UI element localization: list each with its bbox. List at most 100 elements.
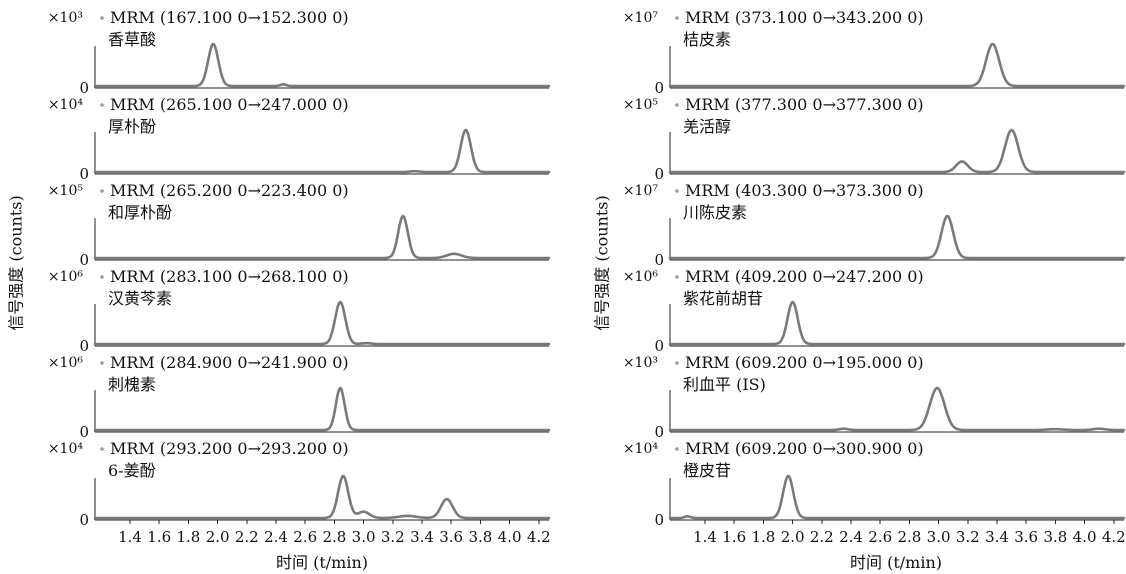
- mrm-marker-icon: [100, 447, 104, 451]
- x-tick-label: 2.6: [293, 528, 317, 546]
- mrm-marker-icon: [100, 361, 104, 365]
- mrm-marker-icon: [675, 189, 679, 193]
- y-zero-label: 0: [79, 423, 89, 441]
- y-zero-label: 0: [654, 165, 664, 183]
- x-tick-label: 2.0: [781, 528, 805, 546]
- chromatogram-trace: [668, 300, 1126, 346]
- y-multiplier-label: ×10⁵: [623, 97, 659, 113]
- y-zero-label: 0: [654, 423, 664, 441]
- x-tick-label: 2.2: [810, 528, 834, 546]
- x-tick-label: 3.4: [410, 528, 434, 546]
- y-zero-label: 0: [79, 79, 89, 97]
- compound-label: 橙皮苷: [683, 461, 731, 480]
- x-tick-label: 3.2: [956, 528, 980, 546]
- x-tick-label: 3.8: [1043, 528, 1067, 546]
- chromatogram-trace: [668, 128, 1126, 174]
- x-tick-label: 1.6: [147, 528, 171, 546]
- mrm-transition-label: MRM (403.300 0→373.300 0): [685, 181, 924, 200]
- chromatogram-trace: [93, 214, 551, 260]
- mrm-marker-icon: [675, 103, 679, 107]
- mrm-marker-icon: [675, 16, 679, 20]
- mrm-transition-label: MRM (373.100 0→343.200 0): [685, 8, 924, 27]
- y-multiplier-label: ×10⁴: [48, 97, 84, 113]
- mrm-transition-label: MRM (293.200 0→293.200 0): [110, 439, 349, 458]
- mrm-transition-label: MRM (167.100 0→152.300 0): [110, 8, 349, 27]
- x-tick-label: 4.2: [1102, 528, 1126, 546]
- y-multiplier-label: ×10⁵: [48, 183, 84, 199]
- x-axis-label: 时间 (t/min): [850, 553, 942, 572]
- x-tick-label: 4.0: [498, 528, 522, 546]
- mrm-transition-label: MRM (377.300 0→377.300 0): [685, 95, 924, 114]
- y-zero-label: 0: [654, 79, 664, 97]
- chromatogram-trace: [668, 42, 1126, 88]
- x-tick-label: 2.2: [235, 528, 259, 546]
- chromatogram-trace: [93, 128, 551, 174]
- y-multiplier-label: ×10⁴: [623, 441, 659, 457]
- mrm-transition-label: MRM (283.100 0→268.100 0): [110, 267, 349, 286]
- y-multiplier-label: ×10³: [623, 355, 658, 371]
- chromatogram-trace: [93, 386, 551, 432]
- y-zero-label: 0: [79, 251, 89, 269]
- y-zero-label: 0: [654, 511, 664, 529]
- mrm-marker-icon: [675, 361, 679, 365]
- y-multiplier-label: ×10⁷: [623, 10, 659, 26]
- y-multiplier-label: ×10⁷: [623, 183, 659, 199]
- x-tick-label: 2.4: [839, 528, 863, 546]
- mrm-transition-label: MRM (284.900 0→241.900 0): [110, 353, 349, 372]
- mrm-marker-icon: [100, 16, 104, 20]
- mrm-marker-icon: [100, 189, 104, 193]
- x-tick-label: 2.8: [897, 528, 921, 546]
- y-zero-label: 0: [79, 337, 89, 355]
- x-tick-label: 2.6: [868, 528, 892, 546]
- compound-label: 川陈皮素: [683, 203, 747, 222]
- y-zero-label: 0: [654, 251, 664, 269]
- compound-label: 香草酸: [108, 30, 156, 49]
- compound-label: 利血平 (IS): [683, 375, 766, 394]
- x-tick-label: 4.0: [1073, 528, 1097, 546]
- chromatogram-trace: [93, 42, 551, 88]
- x-tick-label: 3.6: [1014, 528, 1038, 546]
- compound-label: 汉黄芩素: [108, 289, 172, 308]
- chromatogram-trace: [668, 214, 1126, 260]
- chromatogram-trace: [93, 474, 551, 520]
- compound-label: 刺槐素: [108, 375, 156, 394]
- x-tick-label: 1.4: [118, 528, 142, 546]
- x-tick-label: 1.6: [722, 528, 746, 546]
- y-zero-label: 0: [79, 165, 89, 183]
- x-tick-label: 3.8: [468, 528, 492, 546]
- compound-label: 桔皮素: [683, 30, 731, 49]
- chromatogram-trace: [93, 300, 551, 346]
- x-tick-label: 2.8: [322, 528, 346, 546]
- y-multiplier-label: ×10⁴: [48, 441, 84, 457]
- mrm-marker-icon: [675, 447, 679, 451]
- y-multiplier-label: ×10⁶: [623, 269, 659, 285]
- x-tick-label: 3.4: [985, 528, 1009, 546]
- chromatogram-trace: [668, 474, 1126, 520]
- compound-label: 紫花前胡苷: [683, 289, 763, 308]
- mrm-transition-label: MRM (265.100 0→247.000 0): [110, 95, 349, 114]
- x-tick-label: 3.0: [352, 528, 376, 546]
- mrm-transition-label: MRM (409.200 0→247.200 0): [685, 267, 924, 286]
- mrm-marker-icon: [100, 103, 104, 107]
- x-tick-label: 4.2: [527, 528, 551, 546]
- mrm-marker-icon: [675, 275, 679, 279]
- x-tick-label: 1.8: [751, 528, 775, 546]
- y-multiplier-label: ×10³: [48, 10, 83, 26]
- x-tick-label: 3.0: [927, 528, 951, 546]
- y-axis-label: 信号强度 (counts): [7, 195, 26, 330]
- x-tick-label: 3.6: [439, 528, 463, 546]
- x-tick-label: 2.4: [264, 528, 288, 546]
- compound-label: 厚朴酚: [108, 117, 156, 136]
- y-zero-label: 0: [79, 511, 89, 529]
- x-tick-label: 1.8: [176, 528, 200, 546]
- y-multiplier-label: ×10⁶: [48, 269, 84, 285]
- y-zero-label: 0: [654, 337, 664, 355]
- x-axis-label: 时间 (t/min): [276, 553, 368, 572]
- mrm-transition-label: MRM (609.200 0→300.900 0): [685, 439, 924, 458]
- x-tick-label: 3.2: [381, 528, 405, 546]
- x-tick-label: 1.4: [693, 528, 717, 546]
- y-multiplier-label: ×10⁶: [48, 355, 84, 371]
- compound-label: 和厚朴酚: [108, 203, 172, 222]
